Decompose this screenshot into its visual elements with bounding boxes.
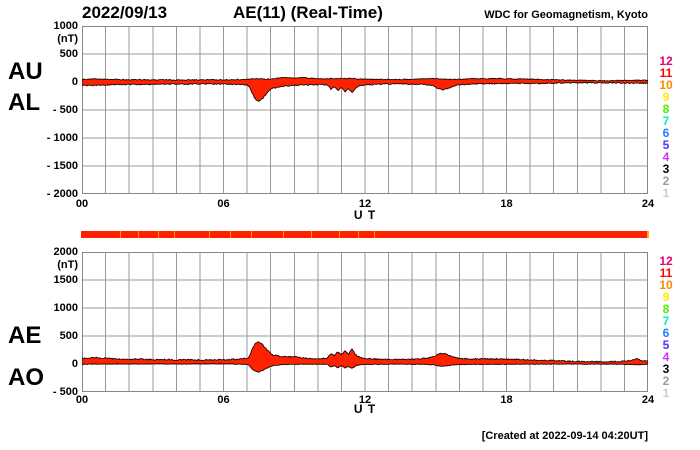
status-bar-tick bbox=[358, 231, 359, 238]
status-bar-tick bbox=[120, 231, 121, 238]
status-bar-tick bbox=[158, 231, 159, 238]
status-bar-tick bbox=[138, 231, 139, 238]
x-tick-label: 24 bbox=[641, 394, 655, 406]
station-count-6: 6 bbox=[662, 126, 670, 140]
x-tick-label: 18 bbox=[500, 394, 513, 406]
index-label-ao: AO bbox=[8, 364, 44, 391]
station-count-11: 11 bbox=[659, 266, 673, 280]
y-tick-label: 0 bbox=[71, 76, 78, 88]
station-count-1: 1 bbox=[662, 386, 670, 400]
y-tick-label: - 1500 bbox=[46, 160, 78, 172]
panel-bottom-chart bbox=[82, 252, 648, 392]
x-tick-label: 12 bbox=[358, 394, 372, 406]
organization-label: WDC for Geomagnetism, Kyoto bbox=[484, 9, 648, 21]
y-tick-label: 1000 bbox=[53, 20, 78, 32]
x-tick-label: 06 bbox=[217, 394, 230, 406]
x-tick-label: 00 bbox=[75, 198, 89, 210]
status-bar-tick bbox=[374, 231, 375, 238]
station-count-12: 12 bbox=[659, 54, 673, 68]
plot-frame bbox=[82, 26, 648, 194]
y-tick-label: - 2000 bbox=[46, 188, 78, 200]
station-count-8: 8 bbox=[662, 102, 670, 116]
station-count-9: 9 bbox=[662, 90, 670, 104]
gridlines bbox=[82, 252, 648, 392]
x-axis-label: U T bbox=[353, 208, 377, 222]
station-count-9: 9 bbox=[662, 290, 670, 304]
y-axis-unit: (nT) bbox=[57, 259, 78, 271]
status-bar-tick bbox=[311, 231, 312, 238]
y-tick-label: 1500 bbox=[53, 274, 78, 286]
plot-title: AE(11) (Real-Time) bbox=[233, 3, 383, 22]
station-count-2: 2 bbox=[662, 174, 670, 188]
plot-frame bbox=[82, 252, 648, 392]
x-axis-label: U T bbox=[353, 402, 377, 416]
station-count-2: 2 bbox=[662, 374, 670, 388]
station-count-10: 10 bbox=[659, 78, 673, 92]
station-count-10: 10 bbox=[659, 278, 673, 292]
station-count-11: 11 bbox=[659, 66, 673, 80]
station-count-3: 3 bbox=[662, 162, 670, 176]
station-count-6: 6 bbox=[662, 326, 670, 340]
status-bar-tick bbox=[174, 231, 175, 238]
station-count-1: 1 bbox=[662, 186, 670, 200]
status-bar-tick bbox=[339, 231, 340, 238]
index-label-ae: AE bbox=[8, 322, 42, 349]
status-bar-tick bbox=[209, 231, 210, 238]
station-count-4: 4 bbox=[662, 350, 670, 364]
data-availability-bar bbox=[81, 231, 649, 238]
gridlines bbox=[82, 26, 648, 194]
y-tick-label: 0 bbox=[71, 358, 78, 370]
station-count-3: 3 bbox=[662, 362, 670, 376]
index-label-al: AL bbox=[8, 89, 40, 116]
x-tick-label: 06 bbox=[217, 198, 230, 210]
station-count-5: 5 bbox=[662, 138, 670, 152]
x-tick-label: 00 bbox=[75, 394, 89, 406]
y-tick-label: 500 bbox=[59, 330, 78, 342]
x-tick-label: 18 bbox=[500, 198, 513, 210]
index-label-au: AU bbox=[8, 58, 43, 85]
y-tick-label: - 500 bbox=[52, 104, 78, 116]
y-tick-label: 500 bbox=[59, 48, 78, 60]
status-bar-tick bbox=[251, 231, 252, 238]
station-count-7: 7 bbox=[662, 114, 670, 128]
AU-AL-trace bbox=[82, 76, 648, 102]
y-axis-unit: (nT) bbox=[57, 33, 78, 45]
station-count-12: 12 bbox=[659, 254, 673, 268]
status-bar-tip bbox=[647, 231, 649, 238]
status-bar-tick bbox=[230, 231, 231, 238]
created-timestamp: [Created at 2022-09-14 04:20UT] bbox=[481, 430, 648, 442]
x-tick-label: 12 bbox=[358, 198, 372, 210]
status-bar-tick bbox=[283, 231, 284, 238]
y-tick-label: - 1000 bbox=[46, 132, 78, 144]
station-count-7: 7 bbox=[662, 314, 670, 328]
AE-AO-trace bbox=[82, 341, 648, 373]
x-tick-label: 24 bbox=[641, 198, 655, 210]
station-count-8: 8 bbox=[662, 302, 670, 316]
y-tick-label: 1000 bbox=[53, 302, 78, 314]
plot-date: 2022/09/13 bbox=[82, 3, 168, 22]
y-tick-label: 2000 bbox=[53, 246, 78, 258]
station-count-4: 4 bbox=[662, 150, 670, 164]
station-count-5: 5 bbox=[662, 338, 670, 352]
y-tick-label: - 500 bbox=[52, 386, 78, 398]
panel-top-chart bbox=[82, 26, 648, 194]
